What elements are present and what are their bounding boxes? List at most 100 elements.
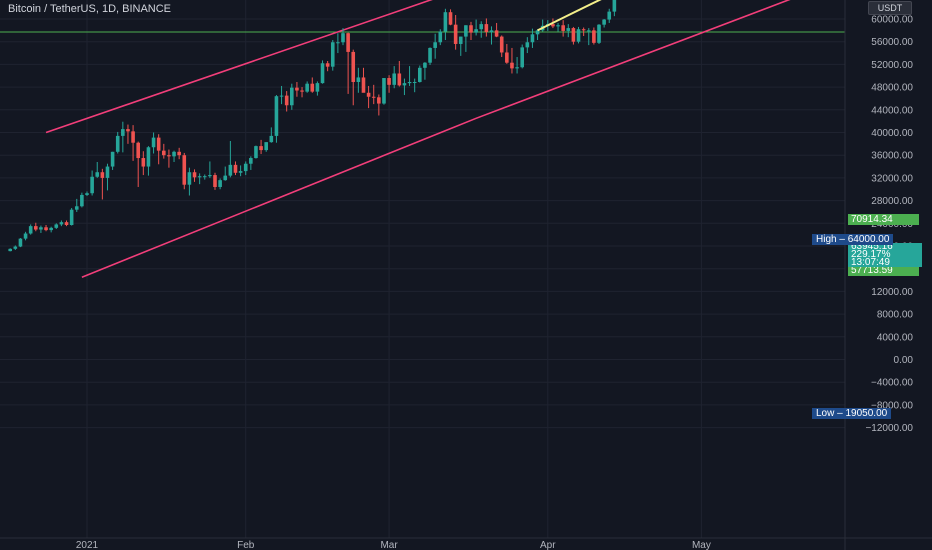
candle-up (336, 33, 340, 54)
candle-body (64, 222, 69, 226)
candle-down (167, 149, 171, 168)
candle-body (162, 150, 166, 156)
candle-down (100, 168, 105, 200)
candle-body (151, 137, 156, 148)
candle-up (49, 226, 53, 233)
last-price-value: 63945.16 (851, 241, 893, 252)
candle-down (351, 49, 356, 106)
candle-body (525, 42, 530, 48)
candle-body (433, 42, 437, 48)
candle-body (259, 146, 263, 151)
candle-up (458, 36, 463, 56)
candle-up (187, 167, 192, 196)
resistance-price-tag: 70914.34 (848, 214, 919, 225)
candle-up (264, 142, 268, 152)
candle-body (23, 233, 28, 239)
projection-curve[interactable] (537, 0, 845, 32)
candle-up (279, 85, 284, 105)
candle-up (566, 24, 571, 38)
candle-body (167, 155, 171, 157)
x-axis-tick-label: Apr (540, 540, 556, 550)
candle-up (438, 29, 443, 46)
candle-body (561, 25, 565, 31)
candle-down (510, 47, 514, 74)
candle-body (187, 172, 192, 185)
candle-body (377, 97, 381, 104)
candle-down (561, 20, 565, 37)
candle-up (28, 224, 33, 235)
candle-body (458, 36, 463, 44)
candle-body (612, 0, 617, 12)
candle-body (382, 78, 386, 104)
channel-lower-line[interactable] (81, 0, 855, 278)
candle-down (377, 94, 381, 116)
candle-body (110, 151, 115, 167)
candle-down (346, 32, 350, 94)
candle-up (520, 44, 524, 69)
candle-down (64, 220, 69, 227)
y-axis-tick-label: 36000.00 (871, 151, 913, 162)
last-price-box: 63945.16 229.17% 13:07:49 (848, 241, 922, 268)
candle-down (310, 77, 315, 93)
y-axis-tick-label: 8000.00 (877, 310, 914, 321)
candle-body (274, 96, 279, 136)
candle-body (428, 47, 432, 63)
candle-body (551, 24, 555, 27)
candle-body (284, 95, 289, 106)
chart-title: Bitcoin / TetherUS, 1D, BINANCE (8, 3, 172, 15)
candle-up (479, 21, 484, 38)
candle-up (423, 62, 427, 80)
candle-body (146, 147, 151, 167)
candle-down (469, 21, 473, 40)
candle-body (346, 33, 350, 52)
projection-drawing[interactable] (537, 0, 855, 32)
x-axis[interactable]: 2021 Feb Mar Apr May (0, 537, 932, 550)
candle-up (95, 162, 100, 178)
candle-up (238, 165, 243, 177)
candle-down (233, 161, 238, 176)
y-axis-tick-label: 52000.00 (871, 60, 913, 71)
y-axis-tick-label: 40000.00 (871, 128, 913, 139)
grid (0, 0, 845, 538)
x-axis-tick-label: Mar (380, 540, 398, 550)
trend-channel[interactable] (45, 0, 855, 278)
candle-body (156, 137, 161, 151)
y-axis-tick-label: 12000.00 (871, 287, 913, 298)
candle-body (330, 42, 335, 67)
y-axis-tick-label: 48000.00 (871, 83, 913, 94)
y-axis-tick-label: 32000.00 (871, 173, 913, 184)
candle-body (576, 29, 581, 42)
candle-body (8, 248, 12, 252)
candle-up (597, 24, 601, 44)
y-axis-tick-label: −12000.00 (865, 423, 913, 434)
candle-body (494, 30, 499, 37)
candle-body (510, 62, 514, 69)
candle-body (85, 193, 89, 195)
candle-up (80, 192, 84, 208)
candle-body (607, 11, 612, 20)
candle-down (571, 26, 576, 45)
candle-down (126, 124, 130, 144)
candle-up (382, 78, 386, 105)
candle-body (34, 226, 38, 230)
candle-down (325, 60, 330, 72)
candle-up (407, 66, 412, 86)
candle-body (581, 29, 586, 31)
candle-down (448, 9, 453, 26)
candle-body (407, 81, 412, 84)
y-axis-tick-label: 60000.00 (871, 15, 913, 26)
candle-body (448, 12, 453, 25)
candle-body (223, 175, 228, 181)
candle-body (95, 172, 100, 177)
candle-down (361, 67, 366, 93)
candle-up (254, 145, 258, 159)
channel-upper-line[interactable] (45, 0, 650, 134)
candle-down (259, 139, 263, 155)
currency-badge[interactable]: USDT (868, 1, 912, 15)
candle-up (540, 19, 545, 32)
candle-up (515, 57, 519, 74)
candle-body (479, 24, 484, 30)
candle-up (290, 83, 294, 110)
candle-body (474, 29, 478, 33)
